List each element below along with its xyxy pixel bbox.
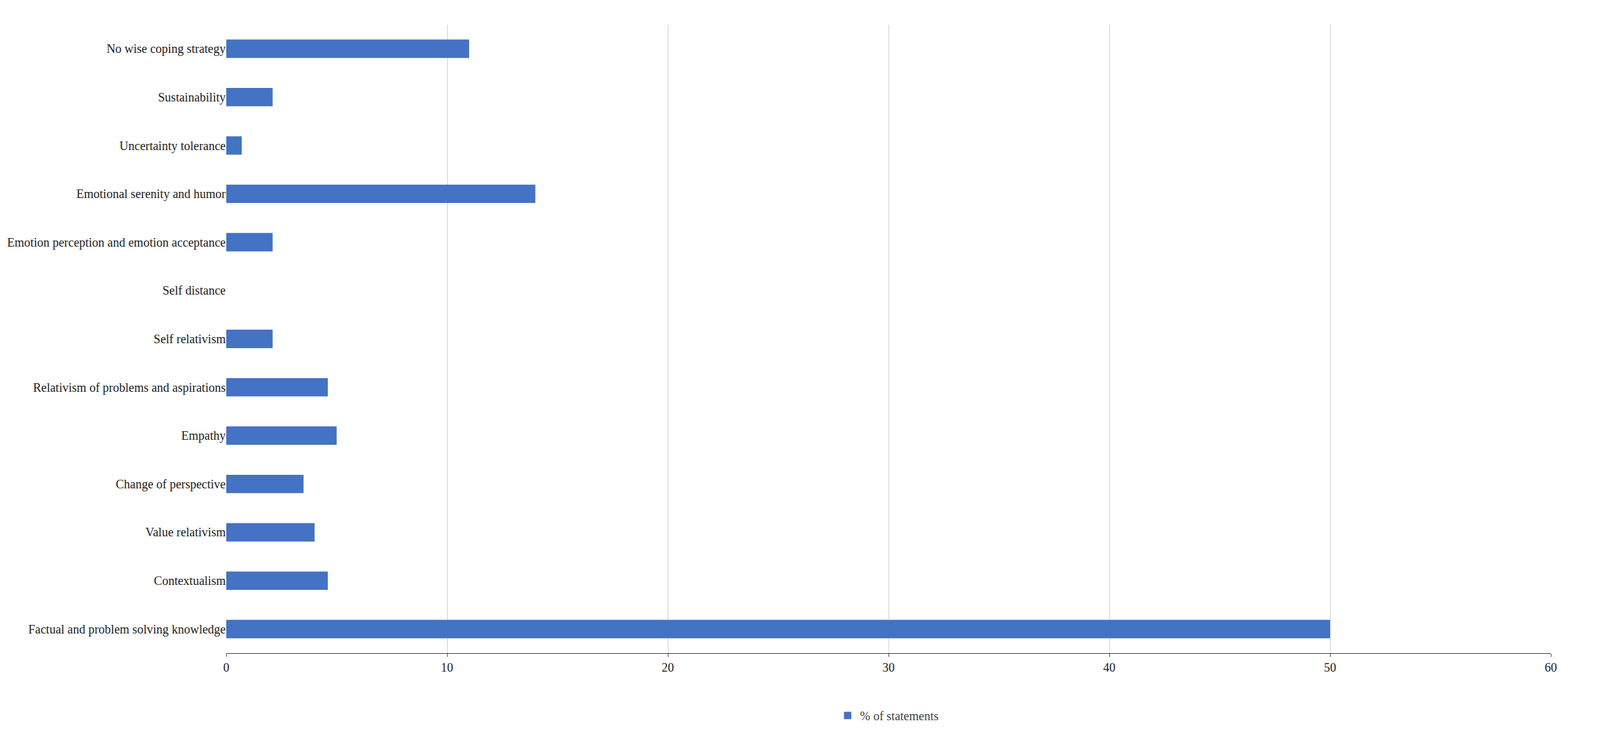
svg-text:60: 60 [1544,660,1557,674]
svg-text:20: 20 [661,660,674,674]
svg-text:Uncertainty tolerance: Uncertainty tolerance [119,138,226,154]
svg-text:Empathy: Empathy [181,428,226,443]
svg-text:% of statements: % of statements [860,708,939,723]
svg-text:Change of perspective: Change of perspective [115,477,226,492]
svg-text:Sustainability: Sustainability [158,90,226,105]
svg-text:30: 30 [882,660,895,674]
svg-text:Self relativism: Self relativism [153,332,227,346]
svg-text:Emotion perception and emotion: Emotion perception and emotion acceptanc… [7,235,227,250]
svg-text:Value relativism: Value relativism [145,525,226,539]
svg-text:50: 50 [1323,660,1337,674]
svg-text:Relativism of problems and asp: Relativism of problems and aspirations [33,380,226,395]
svg-text:Self distance: Self distance [162,283,226,298]
svg-text:0: 0 [223,660,230,674]
svg-text:Factual and problem solving kn: Factual and problem solving knowledge [28,622,226,637]
svg-text:Contextualism: Contextualism [153,573,226,588]
svg-text:10: 10 [440,660,454,674]
svg-text:No wise coping strategy: No wise coping strategy [106,41,226,56]
svg-text:40: 40 [1103,660,1116,674]
svg-text:Emotional serenity and humor: Emotional serenity and humor [76,186,226,202]
